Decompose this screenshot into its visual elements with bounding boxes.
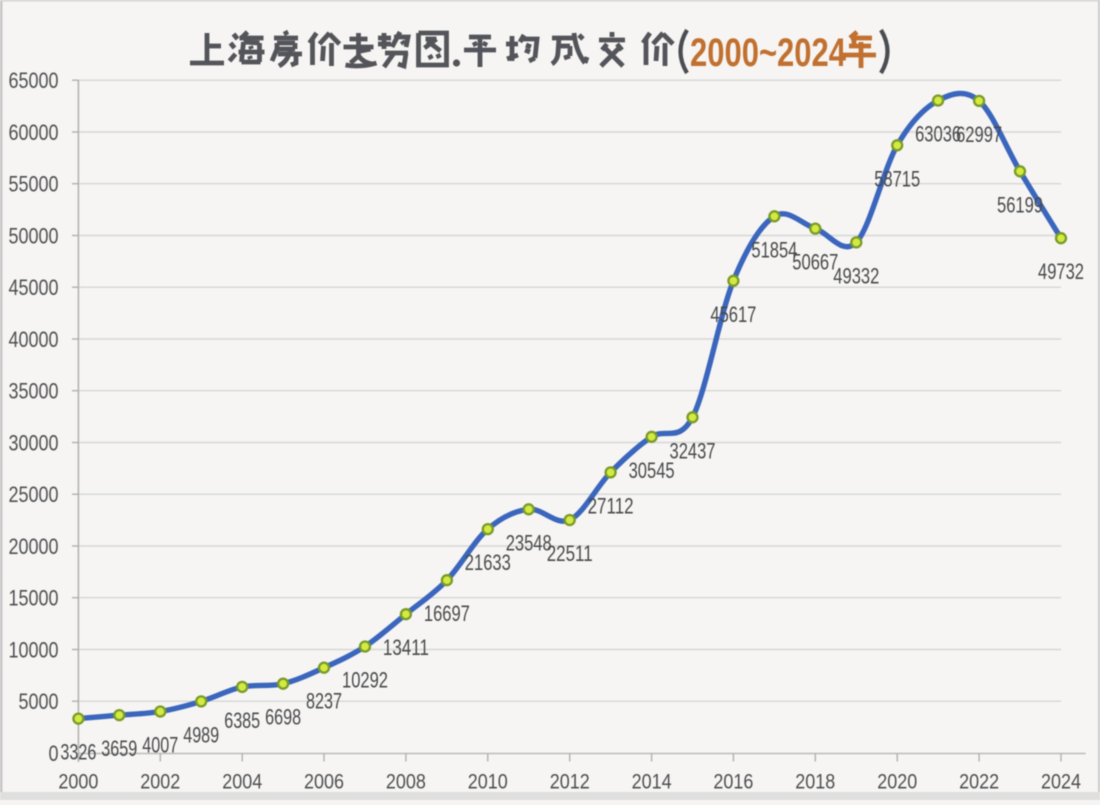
svg-text:25000: 25000 — [9, 482, 59, 507]
svg-text:4007: 4007 — [142, 733, 178, 758]
svg-text:2006: 2006 — [304, 771, 344, 794]
svg-text:2014: 2014 — [632, 771, 672, 794]
svg-text:2000: 2000 — [58, 771, 98, 794]
svg-text:45617: 45617 — [710, 302, 756, 327]
svg-text:55000: 55000 — [9, 172, 59, 197]
svg-text:2016: 2016 — [713, 771, 753, 794]
svg-text:3659: 3659 — [101, 736, 137, 761]
svg-text:20000: 20000 — [9, 534, 59, 559]
svg-text:60000: 60000 — [9, 120, 59, 145]
svg-text:6698: 6698 — [265, 705, 301, 730]
svg-text:49332: 49332 — [833, 263, 879, 288]
svg-text:23548: 23548 — [506, 530, 552, 555]
svg-text:2018: 2018 — [795, 771, 835, 794]
svg-text:2022: 2022 — [959, 771, 999, 794]
svg-text:63036: 63036 — [915, 122, 961, 147]
svg-text:21633: 21633 — [465, 550, 511, 575]
svg-text:16697: 16697 — [424, 601, 470, 626]
svg-text:15000: 15000 — [9, 586, 59, 611]
svg-text:8237: 8237 — [306, 689, 342, 714]
svg-text:2002: 2002 — [140, 771, 180, 794]
svg-text:2010: 2010 — [468, 771, 508, 794]
svg-text:3326: 3326 — [60, 740, 96, 765]
svg-text:51854: 51854 — [751, 237, 797, 262]
svg-text:56199: 56199 — [997, 192, 1043, 217]
svg-text:32437: 32437 — [670, 438, 716, 463]
svg-text:10292: 10292 — [342, 668, 388, 693]
svg-text:58715: 58715 — [874, 166, 920, 191]
svg-text:0: 0 — [49, 741, 59, 766]
svg-text:2000~2024: 2000~2024 — [690, 31, 847, 75]
svg-text:30545: 30545 — [629, 458, 675, 483]
svg-text:62997: 62997 — [956, 122, 1002, 147]
svg-text:6385: 6385 — [224, 708, 260, 733]
svg-text:65000: 65000 — [9, 68, 59, 93]
svg-text:27112: 27112 — [588, 493, 634, 518]
svg-text:49732: 49732 — [1038, 259, 1084, 284]
svg-text:2012: 2012 — [550, 771, 590, 794]
svg-text:13411: 13411 — [383, 635, 429, 660]
svg-text:4989: 4989 — [183, 722, 219, 747]
svg-text:45000: 45000 — [9, 275, 59, 300]
svg-text:22511: 22511 — [547, 541, 593, 566]
svg-text:50000: 50000 — [9, 224, 59, 249]
svg-text:40000: 40000 — [9, 327, 59, 352]
svg-text:2020: 2020 — [877, 771, 917, 794]
svg-text:30000: 30000 — [9, 431, 59, 456]
svg-text:2004: 2004 — [222, 771, 262, 794]
svg-text:2024: 2024 — [1041, 771, 1081, 794]
svg-text:50667: 50667 — [792, 250, 838, 275]
svg-text:2008: 2008 — [386, 771, 426, 794]
svg-text:35000: 35000 — [9, 379, 59, 404]
svg-text:5000: 5000 — [19, 689, 59, 714]
svg-text:10000: 10000 — [9, 638, 59, 663]
